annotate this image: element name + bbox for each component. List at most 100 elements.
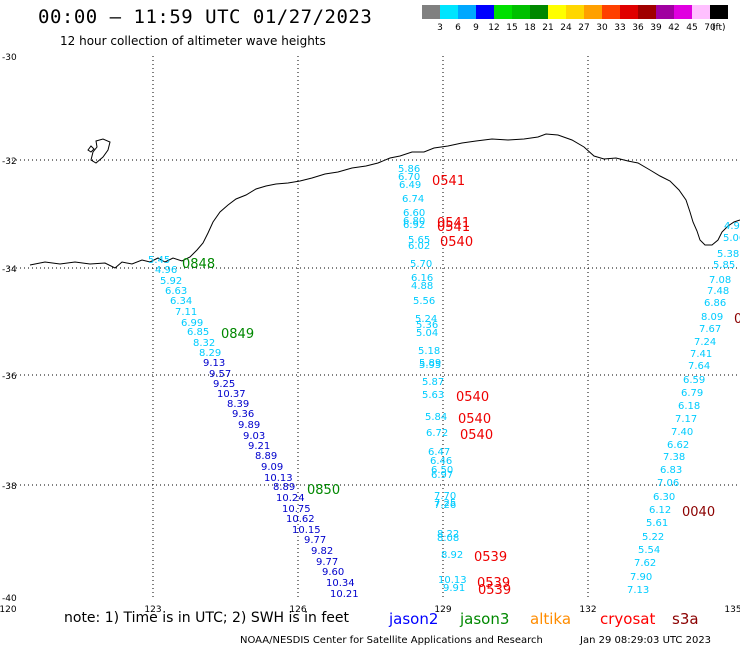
pass-time: 0539 [474, 550, 507, 565]
swh-value: 7.90 [630, 572, 652, 583]
legend-cryosat: cryosat [600, 610, 656, 628]
swh-value: 5.61 [646, 518, 668, 529]
swh-value: 10.15 [292, 525, 321, 536]
swh-value: 7.13 [627, 585, 649, 596]
swh-value: 6.60 [403, 208, 425, 219]
pass-times: 0541054105410540084808490540054005400850… [182, 174, 740, 598]
swh-value: 4.88 [411, 281, 433, 292]
swh-value: 8.89 [273, 482, 295, 493]
swh-value: 10.13 [264, 473, 293, 484]
legend-jason3: jason3 [460, 610, 510, 628]
lon-label: 126 [289, 605, 306, 615]
legend-label: 6 [455, 23, 461, 33]
swh-value: 7.06 [657, 478, 679, 489]
swh-value: 6.83 [660, 465, 682, 476]
swh-value: 9.57 [209, 369, 231, 380]
legend-altika: altika [530, 610, 572, 628]
map-subtitle: 12 hour collection of altimeter wave hei… [60, 34, 326, 48]
swh-value: 6.74 [402, 194, 424, 205]
legend-label: 21 [542, 23, 554, 33]
swh-value: 5.70 [410, 259, 432, 270]
swh-value: 8.39 [227, 399, 249, 410]
pass-time: 0540 [458, 412, 491, 427]
swh-value: 10.62 [286, 514, 315, 525]
coastline-islet [87, 145, 95, 153]
map-title: 00:00 – 11:59 UTC 01/27/2023 [38, 6, 373, 28]
swh-value: 7.62 [634, 558, 656, 569]
lat-label: -34 [2, 265, 17, 275]
swh-value: 9.82 [311, 546, 333, 557]
coastline-island [90, 138, 111, 164]
footer-credit: NOAA/NESDIS Center for Satellite Applica… [240, 635, 543, 646]
swh-value: 10.34 [326, 578, 355, 589]
legend-swatch [530, 5, 548, 19]
pass-time: 0539 [478, 583, 511, 598]
legend-label: 45 [686, 23, 698, 33]
swh-value: 10.13 [438, 575, 467, 586]
pass-time: 0849 [221, 327, 254, 342]
pass-time: 0541 [437, 220, 470, 235]
swh-value: 6.97 [431, 470, 453, 481]
swh-value: 9.25 [213, 379, 235, 390]
legend-swatch [440, 5, 458, 19]
swh-value: 7.41 [690, 349, 712, 360]
swh-value: 8.29 [199, 348, 221, 359]
swh-value: 5.65 [408, 235, 430, 246]
legend-swatch [656, 5, 674, 19]
legend-s3a: s3a [672, 610, 699, 628]
swh-value: 5.84 [425, 412, 447, 423]
swh-value: 9.77 [304, 535, 326, 546]
legend-swatch [494, 5, 512, 19]
legend-label: 36 [632, 23, 644, 33]
swh-value: 5.56 [413, 296, 435, 307]
swh-value: 6.79 [681, 388, 703, 399]
swh-value: 7.64 [688, 361, 710, 372]
legend-jason2: jason2 [389, 610, 439, 628]
lon-label: 120 [0, 605, 17, 615]
legend-label: 70 [704, 23, 716, 33]
swh-value: 8.92 [441, 550, 463, 561]
legend-label: 39 [650, 23, 662, 33]
footer-timestamp: Jan 29 08:29:03 UTC 2023 [580, 635, 712, 646]
legend-label: 27 [578, 23, 590, 33]
swh-value: 8.08 [437, 533, 459, 544]
swh-value: 6.16 [411, 273, 433, 284]
swh-value: 7.17 [675, 414, 697, 425]
lat-label: -36 [2, 372, 17, 382]
swh-value: 5.36 [416, 320, 438, 331]
legend-swatch [638, 5, 656, 19]
lat-label: -38 [2, 482, 17, 492]
swh-value: 6.70 [398, 172, 420, 183]
swh-value: 5.45 [148, 255, 170, 266]
swh-value: 6.72 [426, 428, 448, 439]
legend-label: 24 [560, 23, 572, 33]
swh-value: 9.77 [316, 557, 338, 568]
pass-time: 0848 [182, 257, 215, 272]
swh-value: 7.70 [434, 491, 456, 502]
lat-label: -40 [2, 594, 17, 604]
pass-time: 0541 [437, 216, 470, 231]
legend-swatch [710, 5, 728, 19]
swh-value: 6.18 [678, 401, 700, 412]
lon-label: 135 [724, 605, 740, 615]
swh-value: 5.63 [422, 390, 444, 401]
legend-swatch [620, 5, 638, 19]
legend-swatch [584, 5, 602, 19]
swh-value: 5.87 [422, 377, 444, 388]
swh-value: 6.63 [165, 286, 187, 297]
legend-label: 12 [488, 23, 500, 33]
swh-value: 6.49 [399, 180, 421, 191]
legend-swatch [512, 5, 530, 19]
swh-value: 7.67 [699, 324, 721, 335]
swh-value: 6.50 [431, 465, 453, 476]
swh-value: 7.40 [671, 427, 693, 438]
swh-value: 10.75 [282, 504, 311, 515]
swh-value: 5.06 [723, 233, 740, 244]
legend-label: 18 [524, 23, 536, 33]
legend-swatch [566, 5, 584, 19]
swh-value: 5.22 [642, 532, 664, 543]
swh-value: 7.11 [175, 307, 197, 318]
grid-lines [8, 56, 740, 600]
swh-value: 8.22 [437, 529, 459, 540]
